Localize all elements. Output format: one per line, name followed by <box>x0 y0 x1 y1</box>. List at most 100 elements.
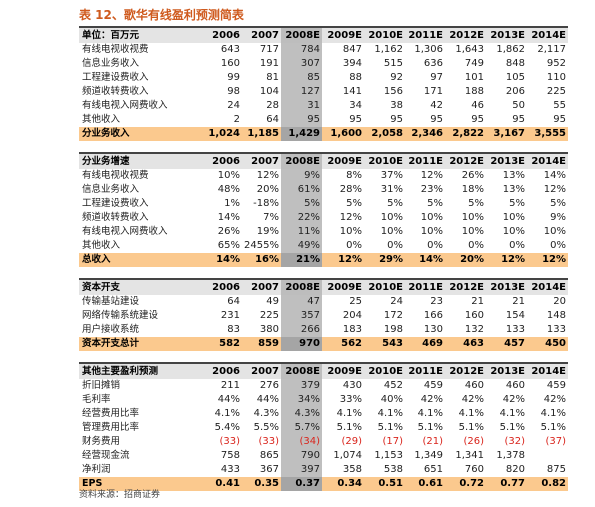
value-cell: 459 <box>546 380 566 391</box>
section-header-label: 单位：百万元 <box>79 28 203 43</box>
row-label: 频道收转费收入 <box>82 212 149 223</box>
value-cell <box>527 449 568 463</box>
header-row: 资本开支 2006 2007 2008E 2009E 2010E 2011E 2012E 201… <box>79 280 568 295</box>
value-cell: 44% <box>217 394 240 405</box>
value-cell: 1,162 <box>374 44 403 55</box>
value-cell: 25 <box>349 296 362 307</box>
value-cell: 26% <box>461 170 484 181</box>
row-label: 管理费用比率 <box>82 422 140 433</box>
value-cell: 49 <box>266 296 279 307</box>
value-cell: 1,862 <box>496 44 525 55</box>
value-cell: 44% <box>256 394 279 405</box>
table-row: 折旧摊销 211 276 379 430 452 459 460 460 459 <box>79 379 568 393</box>
header-row: 其他主要盈利预测 2006 2007 2008E 2009E 2010E 2011E 2012… <box>79 364 568 379</box>
section-table: 其他主要盈利预测 2006 2007 2008E 2009E 2010E 2011E 2012… <box>79 364 568 491</box>
value-cell: 10% <box>502 226 525 237</box>
row-label: 有线电视入网费收入 <box>82 100 168 111</box>
row-label: 有线电视入网费收入 <box>82 226 168 237</box>
value-cell: 95 <box>349 114 362 125</box>
value-cell: 4.1% <box>540 408 566 419</box>
year-header: 2009E <box>322 280 364 295</box>
value-cell: 20% <box>256 184 279 195</box>
value-cell: 204 <box>342 310 362 321</box>
year-header: 2009E <box>322 28 364 43</box>
value-cell: 172 <box>383 310 403 321</box>
value-cell: 1,153 <box>374 450 403 461</box>
year-header: 2012E <box>445 280 486 295</box>
value-cell: 582 <box>203 337 242 351</box>
year-header: 2013E <box>486 280 527 295</box>
table-row: 传输基站建设 64 49 47 25 24 23 21 21 20 <box>79 295 568 309</box>
table-row: 工程建设费收入 1% -18% 5% 5% 5% 5% 5% 5% 5% <box>79 197 568 211</box>
section-header-label: 分业务增速 <box>79 154 203 169</box>
value-cell: 33% <box>339 394 362 405</box>
value-cell: 1,349 <box>414 450 443 461</box>
table-row: 毛利率 44% 44% 34% 33% 40% 42% 42% 42% 42% <box>79 393 568 407</box>
value-cell: 1,185 <box>242 127 281 141</box>
year-header: 2009E <box>322 154 364 169</box>
value-cell: 40% <box>380 394 403 405</box>
value-cell: 10% <box>380 212 403 223</box>
year-header: 2010E <box>364 280 405 295</box>
value-cell: 1,341 <box>455 450 484 461</box>
value-cell: 10% <box>420 226 443 237</box>
value-cell: 790 <box>281 449 322 463</box>
value-cell: 31% <box>380 184 403 195</box>
value-cell: 34% <box>281 393 322 407</box>
year-header: 2011E <box>405 364 445 379</box>
year-header: 2012E <box>445 154 486 169</box>
value-cell: 5% <box>346 198 362 209</box>
value-cell: 4.3% <box>253 408 279 419</box>
value-cell: 225 <box>259 310 279 321</box>
value-cell: 847 <box>342 44 362 55</box>
value-cell: 9% <box>281 169 322 183</box>
value-cell: 20 <box>553 296 566 307</box>
value-cell: 64 <box>266 114 279 125</box>
total-row: 资本开支总计 582 859 970 562 543 469 463 457 450 <box>79 337 568 351</box>
value-cell: (37) <box>545 436 566 447</box>
value-cell: 95 <box>471 114 484 125</box>
value-cell: 101 <box>464 72 484 83</box>
value-cell: 188 <box>464 86 484 97</box>
year-header: 2011E <box>405 280 445 295</box>
value-cell: 127 <box>281 85 322 99</box>
value-cell: 5% <box>427 198 443 209</box>
value-cell: 543 <box>364 337 405 351</box>
value-cell: 12% <box>486 253 527 267</box>
value-cell: 5.4% <box>214 422 240 433</box>
table-row: 信息业务收入 160 191 307 394 515 636 749 848 952 <box>79 57 568 71</box>
year-header: 2007 <box>242 28 281 43</box>
value-cell: 23% <box>420 184 443 195</box>
value-cell: 10% <box>420 212 443 223</box>
total-row: 总收入 14% 16% 21% 12% 29% 14% 20% 12% 12% <box>79 253 568 267</box>
table-row: 其他收入 65% 2455% 49% 0% 0% 0% 0% 0% 0% <box>79 239 568 253</box>
value-cell: 4.1% <box>499 408 525 419</box>
table-row: 有线电视入网费收入 24 28 31 34 38 42 46 50 55 <box>79 99 568 113</box>
value-cell: 24 <box>227 100 240 111</box>
value-cell: 1,074 <box>333 450 362 461</box>
table-row: 财务费用 (33) (33) (34) (29) (17) (21) (26) (32) (37) <box>79 435 568 449</box>
value-cell: 0% <box>346 240 362 251</box>
value-cell: 132 <box>464 324 484 335</box>
value-cell: 0% <box>427 240 443 251</box>
year-header: 2013E <box>486 28 527 43</box>
table-row: 工程建设费收入 99 81 85 88 92 97 101 105 110 <box>79 71 568 85</box>
value-cell: 130 <box>423 324 443 335</box>
year-header: 2006 <box>203 154 242 169</box>
value-cell: 5.1% <box>499 422 525 433</box>
value-cell: 0% <box>387 240 403 251</box>
value-cell: 1,643 <box>455 44 484 55</box>
table-row: 用户接收系统 83 380 266 183 198 130 132 133 133 <box>79 323 568 337</box>
row-label: 频道收转费收入 <box>82 86 149 97</box>
value-cell: 48% <box>217 184 240 195</box>
value-cell: 5.1% <box>458 422 484 433</box>
row-label: 分业务收入 <box>79 127 203 141</box>
value-cell: 1,600 <box>322 127 364 141</box>
value-cell: -18% <box>253 198 279 209</box>
value-cell: 81 <box>266 72 279 83</box>
year-header: 2008E <box>281 280 322 295</box>
row-label: 网络传输系统建设 <box>82 310 159 321</box>
value-cell: 2,822 <box>445 127 486 141</box>
year-header: 2006 <box>203 280 242 295</box>
value-cell: 970 <box>281 337 322 351</box>
